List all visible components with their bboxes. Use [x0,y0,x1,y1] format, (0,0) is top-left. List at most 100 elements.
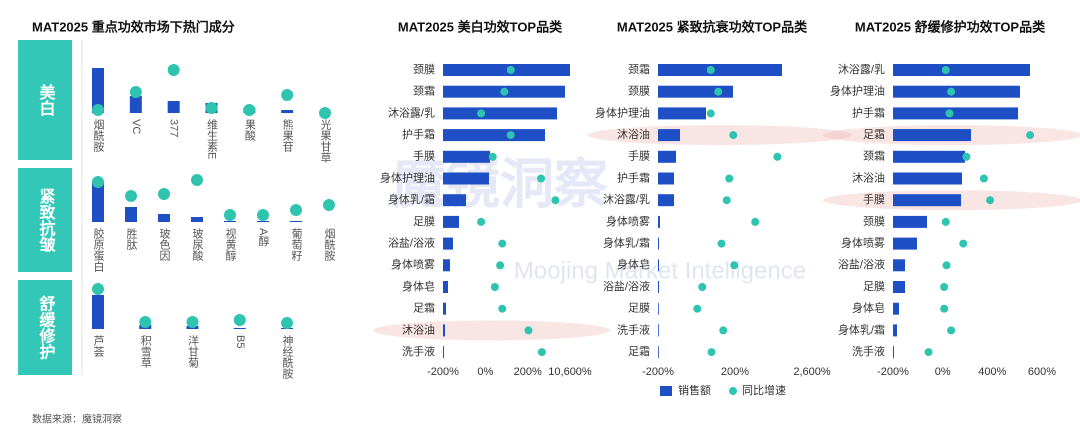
category-label: 光果甘草 [319,118,332,163]
dot [319,107,331,119]
category-label: 神经酰胺 [281,334,294,380]
category-label: 护手霜 [852,105,885,119]
bar [658,259,659,272]
chart-title: MAT2025 紧致抗衰功效TOP品类 [617,19,808,34]
category-label: 烟酰胺 [92,118,105,153]
category-label: 足膜 [628,302,650,315]
category-label: 果酸 [243,119,256,142]
bar [443,324,445,337]
dot [717,239,726,248]
watermark-title: 魔镜洞察 [392,154,608,214]
dot [537,174,546,183]
dot [706,109,715,118]
category-label: 颈膜 [863,215,885,228]
bar [893,302,899,315]
dot [139,316,152,328]
x-tick-label: -200% [877,366,909,378]
dot [224,209,236,221]
dot [941,217,950,226]
dot [693,304,702,313]
dot [1026,131,1035,140]
dot [496,261,505,270]
category-label: 洋甘菊 [187,334,200,369]
group-label: 美白 [37,83,56,116]
bar [443,172,489,185]
category-label: 颈霜 [413,85,435,98]
bar [658,215,660,228]
category-label: 护手霜 [617,170,650,184]
bar [443,281,448,293]
dot [500,87,509,96]
group-box [18,168,72,272]
dot [942,261,951,270]
dot [924,348,933,357]
bar [224,221,236,222]
bar [443,302,446,315]
dot [158,188,170,200]
category-label: 足膜 [863,280,885,293]
bar [658,194,674,207]
category-label: 颈霜 [628,63,650,76]
dot [498,304,507,313]
dot [986,196,995,205]
dot [719,326,728,335]
category-label: 浴盐/浴液 [838,257,885,271]
bar [893,346,894,359]
category-label: 洗手液 [617,322,650,336]
bar [92,68,104,113]
dot [537,348,546,357]
category-label: B5 [234,335,246,348]
bar [443,129,545,142]
chart-title: MAT2025 舒缓修护功效TOP品类 [855,19,1046,34]
bar [893,215,927,228]
dot [698,283,707,291]
x-tick-label: 600% [1028,366,1056,378]
category-label: 视黄醇 [224,227,237,261]
category-label: 手膜 [628,149,650,163]
highlight [373,320,610,341]
category-label: 身体护理油 [830,84,885,98]
x-tick-label: 200% [721,366,749,378]
category-label: 洗手液 [402,344,435,358]
category-label: 手膜 [413,149,435,163]
dot [725,174,734,183]
dot [281,317,293,329]
category-label: 烟酰胺 [323,227,336,262]
dot [488,152,497,161]
bar [658,281,659,293]
bar [281,110,294,113]
category-label: 身体皂 [617,257,650,271]
category-label: 积雪草 [139,335,152,368]
bar [443,215,459,228]
dot [773,152,782,161]
bar [443,346,444,359]
dot [962,152,971,161]
dot [506,66,515,74]
dot [940,283,949,291]
category-label: 身体乳/霜 [838,322,885,336]
legend-swatch [729,387,737,395]
bar [191,217,203,222]
category-label: 维生素E [206,119,219,160]
bar [893,259,905,272]
category-label: 护手霜 [402,127,435,141]
category-label: 身体乳/霜 [388,192,435,206]
chart-title: MAT2025 美白功效TOP品类 [398,19,563,34]
category-label: 身体护理油 [380,170,435,184]
bar [658,237,659,250]
highlight [588,125,852,146]
category-label: 足霜 [628,345,650,358]
category-label: 沐浴露/乳 [388,106,435,119]
legend-label: 销售额 [678,383,711,397]
bar [443,107,557,120]
x-tick-label: 2,600% [793,366,831,378]
dot [947,326,956,335]
dot [477,217,486,226]
dot [707,348,716,357]
category-label: 熊果苷 [281,118,294,152]
category-label: 玻尿酸 [191,228,204,262]
category-label: 浴盐/浴液 [603,279,650,293]
bar [893,194,961,207]
dot [129,86,142,98]
bar [893,129,971,142]
